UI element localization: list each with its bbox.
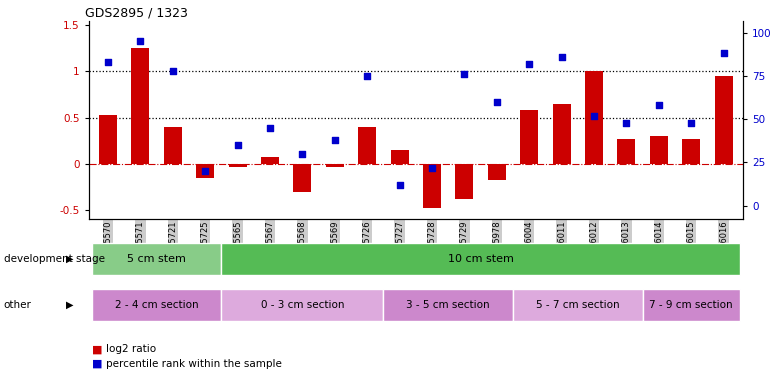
Text: other: other: [4, 300, 32, 310]
Bar: [196, 164, 214, 178]
Bar: [358, 127, 376, 164]
Point: [523, 61, 535, 67]
Text: percentile rank within the sample: percentile rank within the sample: [106, 359, 282, 369]
Point: [393, 182, 406, 188]
Point: [102, 59, 114, 65]
Point: [653, 102, 665, 108]
Text: GDS2895 / 1323: GDS2895 / 1323: [85, 6, 188, 20]
Point: [264, 125, 276, 131]
Bar: [229, 164, 246, 166]
Text: ■: ■: [92, 359, 103, 369]
Point: [329, 137, 341, 143]
Point: [166, 68, 179, 74]
Bar: [261, 156, 279, 164]
Point: [458, 71, 470, 77]
Bar: [488, 164, 506, 180]
Bar: [585, 70, 603, 164]
Text: 7 - 9 cm section: 7 - 9 cm section: [649, 300, 733, 310]
Point: [555, 54, 567, 60]
Point: [232, 142, 244, 148]
Bar: [293, 164, 311, 192]
Text: 3 - 5 cm section: 3 - 5 cm section: [407, 300, 490, 310]
Text: 0 - 3 cm section: 0 - 3 cm section: [261, 300, 344, 310]
Point: [426, 165, 438, 171]
Bar: [650, 136, 668, 164]
Point: [588, 112, 600, 118]
Text: 2 - 4 cm section: 2 - 4 cm section: [115, 300, 199, 310]
Bar: [682, 139, 700, 164]
Bar: [715, 76, 732, 164]
Point: [134, 38, 146, 44]
Bar: [99, 115, 117, 164]
Bar: [390, 150, 409, 164]
Bar: [164, 127, 182, 164]
Point: [718, 51, 730, 57]
Bar: [618, 139, 635, 164]
Text: development stage: development stage: [4, 254, 105, 264]
Text: ▶: ▶: [65, 300, 73, 310]
Point: [361, 73, 373, 79]
Point: [685, 120, 698, 126]
Bar: [521, 110, 538, 164]
Point: [621, 120, 633, 126]
Bar: [423, 164, 441, 208]
Bar: [326, 164, 343, 166]
Text: ▶: ▶: [65, 254, 73, 264]
Bar: [456, 164, 474, 199]
Text: 5 cm stem: 5 cm stem: [127, 254, 186, 264]
Point: [199, 168, 211, 174]
Text: log2 ratio: log2 ratio: [106, 345, 156, 354]
Point: [296, 151, 309, 157]
Text: 10 cm stem: 10 cm stem: [447, 254, 514, 264]
Text: 5 - 7 cm section: 5 - 7 cm section: [536, 300, 620, 310]
Bar: [132, 48, 149, 164]
Bar: [553, 104, 571, 164]
Text: ■: ■: [92, 345, 103, 354]
Point: [490, 99, 503, 105]
